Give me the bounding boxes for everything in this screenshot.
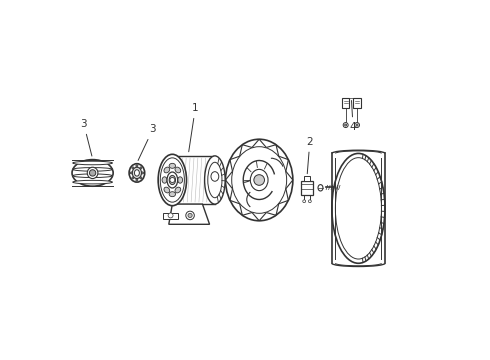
Ellipse shape [73, 174, 112, 177]
Circle shape [140, 177, 142, 179]
Ellipse shape [175, 167, 181, 173]
Ellipse shape [164, 187, 170, 193]
Circle shape [186, 211, 195, 220]
Circle shape [130, 172, 132, 174]
Bar [301, 181, 314, 195]
Ellipse shape [225, 139, 293, 221]
Circle shape [303, 200, 306, 203]
Circle shape [136, 165, 138, 167]
Ellipse shape [73, 180, 112, 184]
Circle shape [188, 213, 192, 217]
Ellipse shape [134, 170, 139, 176]
Circle shape [254, 175, 265, 185]
Ellipse shape [208, 168, 221, 185]
Polygon shape [169, 204, 210, 224]
Text: 1: 1 [189, 103, 198, 152]
Ellipse shape [73, 168, 112, 171]
Circle shape [132, 167, 134, 169]
Ellipse shape [72, 159, 113, 186]
Ellipse shape [332, 153, 385, 263]
Ellipse shape [169, 192, 175, 197]
Ellipse shape [162, 177, 167, 183]
Circle shape [89, 170, 96, 176]
Circle shape [140, 167, 142, 169]
Ellipse shape [175, 187, 181, 193]
Ellipse shape [129, 164, 145, 182]
Ellipse shape [318, 185, 323, 191]
Circle shape [356, 124, 358, 126]
Ellipse shape [178, 177, 183, 183]
Bar [164, 213, 178, 219]
Circle shape [344, 124, 347, 126]
Ellipse shape [250, 169, 268, 191]
Ellipse shape [87, 167, 98, 179]
Circle shape [343, 123, 348, 127]
Ellipse shape [164, 167, 170, 173]
Ellipse shape [205, 156, 225, 204]
Text: 3: 3 [138, 124, 156, 161]
Circle shape [136, 179, 138, 181]
Text: 3: 3 [80, 119, 92, 156]
Bar [172, 156, 215, 204]
Bar [304, 176, 310, 181]
Text: 2: 2 [307, 136, 313, 174]
Ellipse shape [132, 167, 142, 179]
Ellipse shape [167, 172, 178, 188]
Bar [342, 99, 349, 108]
Bar [353, 99, 361, 108]
Ellipse shape [169, 163, 175, 168]
Circle shape [142, 172, 144, 174]
Text: 4: 4 [350, 100, 356, 132]
Circle shape [170, 177, 175, 183]
Ellipse shape [211, 172, 219, 181]
Ellipse shape [158, 154, 187, 206]
Circle shape [132, 177, 134, 179]
Ellipse shape [169, 175, 175, 185]
Ellipse shape [73, 161, 112, 165]
Circle shape [308, 200, 311, 203]
Circle shape [355, 123, 360, 127]
Circle shape [168, 213, 173, 218]
